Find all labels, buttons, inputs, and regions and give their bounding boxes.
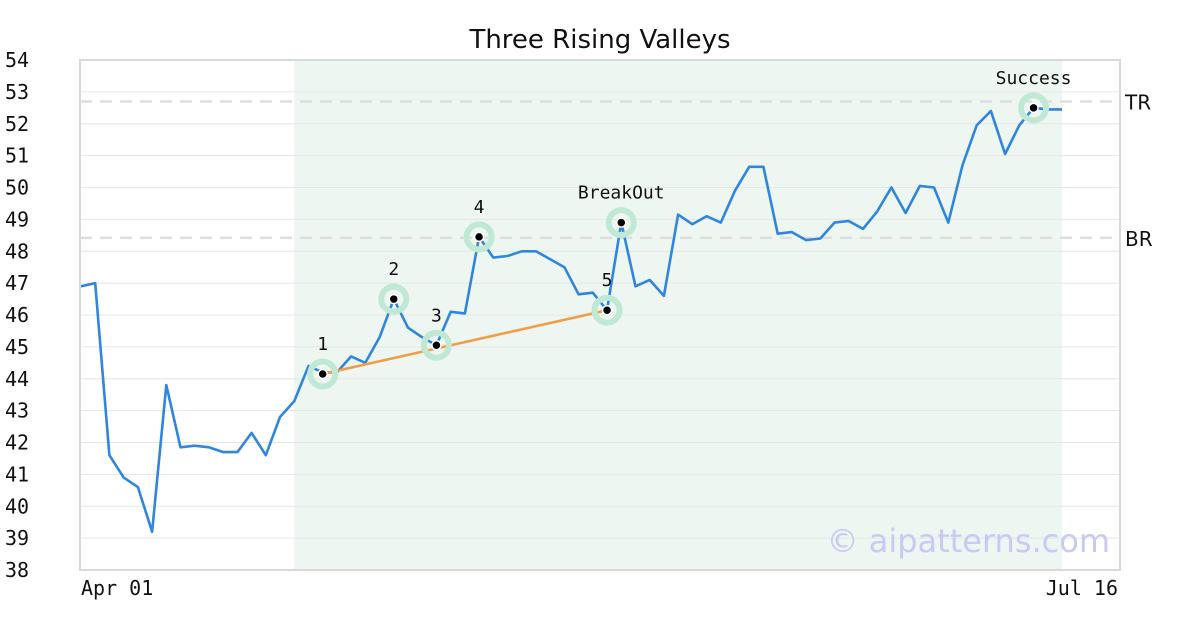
marker-halo xyxy=(378,283,410,315)
series-layer xyxy=(80,106,1062,534)
level-lines-layer: TR BR xyxy=(80,90,1153,251)
plot-frame xyxy=(79,59,1121,571)
marker-halo xyxy=(463,221,495,253)
y-tick-label: 50 xyxy=(5,176,29,200)
valley-trendline xyxy=(322,308,608,376)
marker-dot xyxy=(388,293,400,305)
y-tick-label: 40 xyxy=(5,494,29,518)
marker-halo xyxy=(591,294,623,326)
marker-dot xyxy=(431,340,442,351)
annotation-label: 1 xyxy=(317,334,328,355)
y-tick-label: 49 xyxy=(5,207,29,231)
y-tick-label: 42 xyxy=(5,431,29,455)
marker-halo xyxy=(307,358,339,390)
y-tick-label: 54 xyxy=(5,48,29,72)
y-tick-label: 51 xyxy=(5,144,29,168)
y-tick-label: 47 xyxy=(5,271,29,295)
y-tick-label: 45 xyxy=(5,335,29,359)
level-label: TR xyxy=(1124,90,1151,114)
y-tick-label: 41 xyxy=(5,462,29,486)
y-tick-label: 53 xyxy=(5,80,29,104)
grid-layer xyxy=(80,59,1120,571)
annotation-label: 4 xyxy=(474,197,485,218)
chart-title: Three Rising Valleys xyxy=(468,25,730,55)
marker-halo xyxy=(1018,92,1050,124)
x-tick-label: Jul 16 xyxy=(1046,576,1118,600)
marker-halo xyxy=(420,329,452,361)
marker-dot xyxy=(317,368,328,380)
annotation-label: Success xyxy=(996,68,1072,89)
y-tick-label: 44 xyxy=(5,367,29,391)
marker-dot xyxy=(1028,102,1039,114)
annotation-label: 5 xyxy=(602,270,613,291)
trendline-layer xyxy=(322,308,608,376)
marker-dot xyxy=(616,217,627,228)
y-tick-label: 38 xyxy=(5,558,29,582)
y-tick-label: 52 xyxy=(5,112,29,136)
annotation-label: 2 xyxy=(388,259,399,280)
marker-dot xyxy=(473,231,485,243)
marker-halo xyxy=(605,207,637,239)
y-tick-label: 46 xyxy=(5,303,29,327)
markers-layer: 1 2 3 4 5 BreakOut Success xyxy=(307,68,1072,390)
x-tick-label: Apr 01 xyxy=(81,576,153,600)
price-line xyxy=(80,106,1062,534)
y-tick-label: 43 xyxy=(5,399,29,423)
y-tick-label: 48 xyxy=(5,239,29,263)
marker-dot xyxy=(601,304,613,316)
annotation-label: BreakOut xyxy=(578,183,665,204)
level-label: BR xyxy=(1125,227,1153,251)
annotation-label: 3 xyxy=(431,305,442,326)
y-tick-label: 39 xyxy=(5,526,29,550)
watermark: © aipatterns.com xyxy=(827,522,1110,560)
